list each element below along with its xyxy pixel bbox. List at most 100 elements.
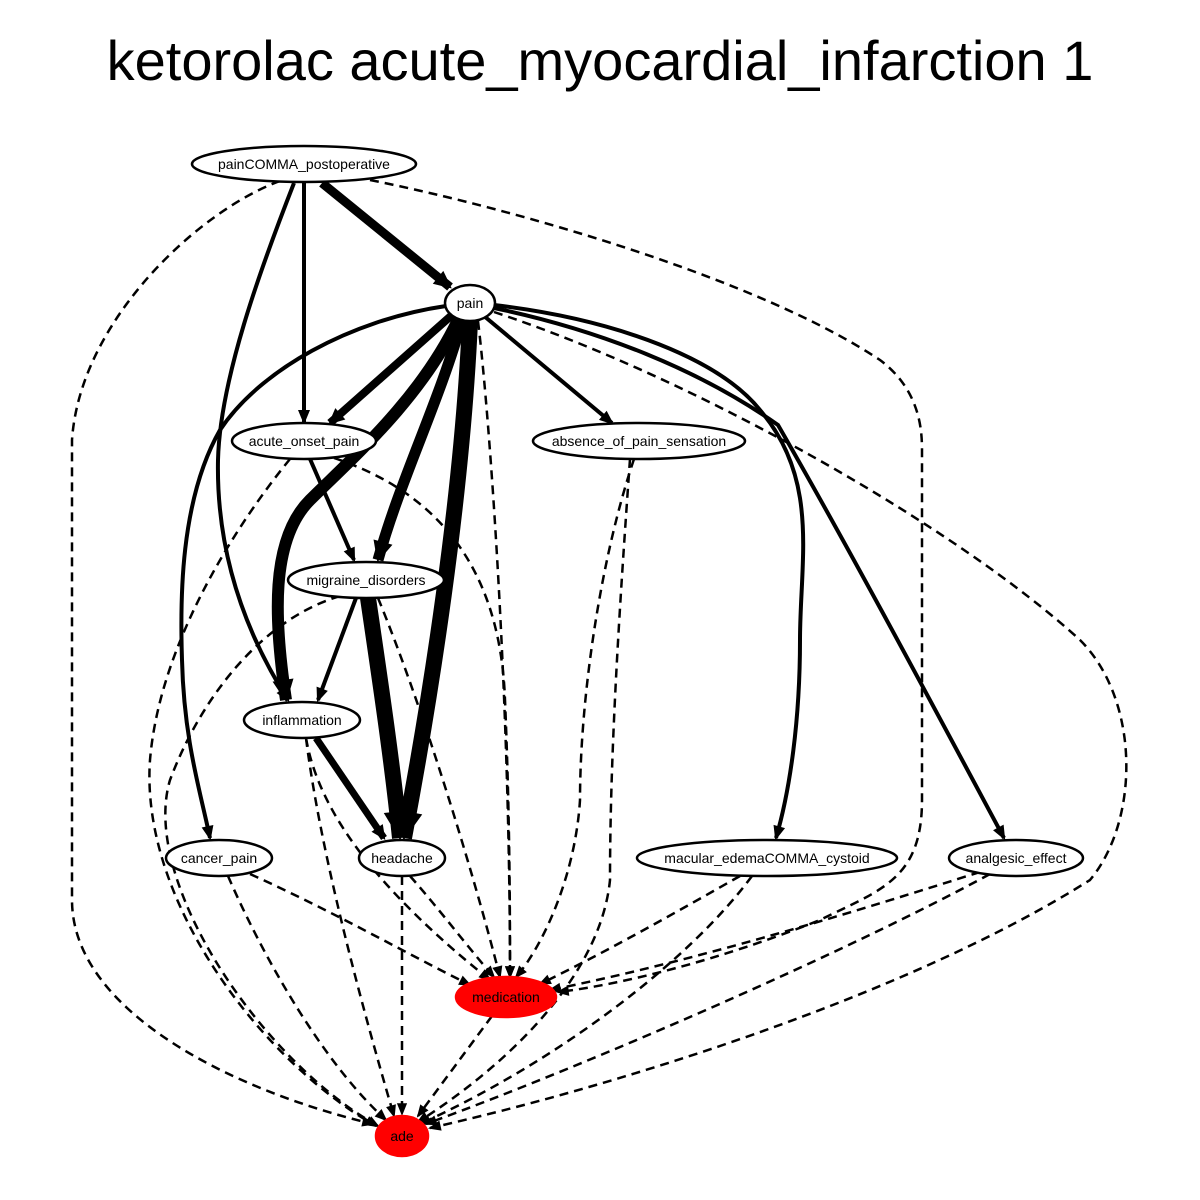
edge-paincomma-postoperative-to-pain: [319, 179, 453, 291]
arrowhead-icon: [328, 408, 346, 425]
arrowhead-icon: [432, 270, 452, 289]
edge-pain-to-macular-edemacomma-cystoid: [493, 303, 806, 841]
arrowhead-icon: [396, 1103, 408, 1117]
edge-line: [316, 597, 358, 701]
edge-cancer-pain-to-medication: [249, 872, 472, 987]
node-absence-of-pain-sensation: absence_of_pain_sensation: [531, 421, 747, 461]
arrowhead-icon: [343, 546, 356, 563]
edge-line: [409, 875, 495, 978]
edge-migraine-disorders-to-ade: [164, 594, 380, 1128]
edge-line: [226, 875, 387, 1121]
edge-macular-edemacomma-cystoid-to-medication: [538, 874, 741, 986]
node-label: inflammation: [262, 712, 341, 728]
node-ellipse: [454, 975, 558, 1019]
node-label: macular_edemaCOMMA_cystoid: [664, 850, 869, 866]
edge-pain-to-acute-onset-pain: [327, 312, 455, 426]
node-ellipse: [190, 144, 418, 184]
diagram-title: ketorolac acute_myocardial_infarction 1: [106, 29, 1094, 92]
edge-medication-to-ade: [416, 1015, 494, 1118]
node-paincomma-postoperative: painCOMMA_postoperative: [190, 144, 418, 184]
node-ellipse: [357, 838, 447, 878]
node-ellipse: [164, 838, 274, 878]
node-label: migraine_disorders: [306, 572, 425, 588]
arrowhead-icon: [371, 824, 386, 840]
node-macular-edemacomma-cystoid: macular_edemaCOMMA_cystoid: [635, 838, 899, 878]
node-analgesic-effect: analgesic_effect: [947, 838, 1085, 878]
edge-line: [417, 458, 632, 1124]
node-ellipse: [947, 838, 1085, 878]
edge-paincomma-postoperative-to-acute-onset-pain: [298, 183, 310, 425]
edge-paincomma-postoperative-to-ade: [70, 179, 375, 1127]
node-label: pain: [457, 295, 483, 311]
edge-analgesic-effect-to-ade: [424, 872, 991, 1126]
edge-line: [549, 870, 981, 992]
edge-line: [304, 737, 396, 1117]
edge-migraine-disorders-to-medication: [376, 597, 503, 979]
edge-line: [271, 317, 464, 701]
edge-headache-to-medication: [409, 875, 496, 979]
edge-line: [360, 596, 408, 839]
arrowhead-icon: [598, 410, 615, 425]
node-ellipse: [531, 421, 747, 461]
arrowhead-icon: [483, 965, 496, 979]
node-ellipse: [635, 838, 899, 878]
edge-migraine-disorders-to-headache: [360, 596, 411, 841]
arrowhead-icon: [424, 1115, 438, 1126]
edge-inflammation-to-headache: [313, 736, 387, 840]
arrowhead-icon: [316, 686, 328, 703]
edge-line: [396, 320, 478, 840]
arrowhead-icon: [201, 825, 214, 841]
node-ellipse: [242, 700, 362, 740]
edge-line: [313, 736, 387, 840]
arrowhead-icon: [492, 965, 503, 979]
node-ellipse: [374, 1114, 430, 1158]
edge-line: [308, 458, 356, 561]
node-cancer-pain: cancer_pain: [164, 838, 274, 878]
arrowhead-icon: [514, 965, 527, 979]
arrowhead-icon: [416, 1104, 429, 1118]
arrowhead-icon: [383, 810, 411, 841]
edge-line: [249, 872, 471, 987]
edge-absence-of-pain-sensation-to-medication: [514, 458, 636, 979]
node-label: cancer_pain: [181, 850, 257, 866]
node-headache: headache: [357, 838, 447, 878]
node-acute-onset-pain: acute_onset_pain: [230, 421, 378, 461]
arrowhead-icon: [773, 824, 786, 841]
edge-analgesic-effect-to-medication: [548, 870, 981, 993]
node-label: absence_of_pain_sensation: [552, 433, 726, 449]
node-ellipse: [443, 283, 497, 323]
edge-line: [179, 304, 447, 839]
arrowhead-icon: [993, 824, 1006, 841]
edge-line: [416, 1015, 494, 1117]
edges-layer: [70, 178, 1128, 1131]
node-label: acute_onset_pain: [249, 433, 360, 449]
edge-line: [319, 179, 453, 291]
edge-line: [215, 182, 296, 702]
edge-cancer-pain-to-ade: [226, 875, 388, 1122]
arrowhead-icon: [272, 678, 294, 703]
edge-line: [493, 303, 806, 839]
arrowhead-icon: [366, 1116, 380, 1127]
node-migraine-disorders: migraine_disorders: [286, 560, 446, 600]
edge-line: [476, 320, 512, 978]
edge-line: [482, 314, 614, 425]
node-label: ade: [390, 1128, 414, 1144]
edge-acute-onset-pain-to-migraine-disorders: [308, 458, 356, 563]
edge-line: [515, 458, 636, 978]
edge-inflammation-to-ade: [304, 737, 396, 1118]
node-label: analgesic_effect: [966, 850, 1067, 866]
edge-line: [148, 458, 377, 1128]
edge-line: [333, 456, 512, 978]
node-ellipse: [286, 560, 446, 600]
arrowhead-icon: [298, 410, 310, 425]
edge-line: [164, 594, 379, 1128]
node-label: headache: [371, 850, 433, 866]
edge-pain-to-cancer-pain: [179, 304, 447, 841]
edge-headache-to-ade: [396, 876, 408, 1117]
node-label: medication: [472, 989, 540, 1005]
node-ade: ade: [374, 1114, 430, 1158]
node-ellipse: [230, 421, 378, 461]
edge-line: [376, 597, 502, 978]
